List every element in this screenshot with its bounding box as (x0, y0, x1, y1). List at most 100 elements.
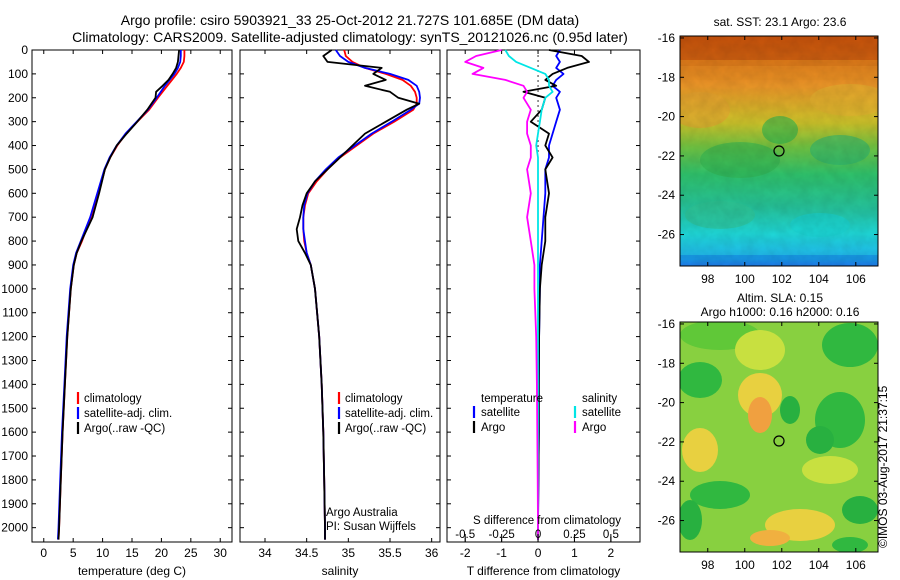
y-tick-label: 500 (8, 162, 28, 176)
legend-label: climatology (84, 393, 142, 405)
sla-map-texture (680, 322, 878, 552)
salinity-panel: 34 34.5 35 35.5 36 salinity climatology satelli… (239, 49, 441, 578)
y-tick-label: 0 (21, 43, 28, 57)
series-line-sal-argo (464, 49, 539, 540)
map-x-tick-label: 104 (809, 272, 829, 286)
x-tick-label: 0 (40, 546, 47, 560)
legend-label: climatology (345, 393, 403, 405)
x2-tick-label: 0.25 (563, 529, 585, 541)
sst-map (680, 36, 878, 266)
sst-map-axes: 98 100 102 104 106 -16 -18 -20 -22 -24 -26 (658, 31, 878, 286)
y-tick-label: 800 (8, 234, 28, 248)
map-y-tick-label: -26 (658, 228, 676, 242)
annotation-text: PI: Susan Wijffels (326, 521, 416, 533)
map-y-tick-label: -18 (658, 356, 676, 370)
series-line-sal-satellite (504, 49, 554, 540)
x-tick-label: 30 (214, 546, 228, 560)
map-x-tick-label: 102 (772, 272, 792, 286)
legend-heading-salinity: salinity (582, 393, 617, 405)
map-x-tick-label: 106 (846, 558, 866, 572)
plot-frame (446, 49, 641, 543)
temperature-panel: 0100200300400500600700800900100011001200… (1, 43, 233, 578)
y-tick-label: 1700 (1, 449, 28, 463)
legend-label: satellite (481, 407, 520, 419)
y-tick-label: 1400 (1, 377, 28, 391)
series-line-argo (295, 49, 421, 540)
sla-argo-marker (773, 435, 785, 447)
x-axis-label: salinity (322, 564, 359, 578)
y-tick-label: 1900 (1, 497, 28, 511)
map-x-tick-label: 98 (701, 272, 715, 286)
x-tick-label: -1 (496, 546, 507, 560)
x-axis-label: temperature (deg C) (78, 564, 186, 578)
x-tick-label: 20 (155, 546, 169, 560)
legend-label: satellite-adj. clim. (345, 408, 433, 420)
legend-heading-temperature: temperature (481, 393, 543, 405)
y-tick-label: 700 (8, 210, 28, 224)
x-tick-label: 34.5 (295, 546, 319, 560)
map-y-tick-label: -16 (658, 317, 676, 331)
x2-tick-label: -0.5 (455, 529, 475, 541)
map-y-tick-label: -18 (658, 70, 676, 84)
x2-tick-label: 0.5 (603, 529, 619, 541)
sst-argo-marker (773, 145, 785, 157)
x-tick-label: 2 (608, 546, 615, 560)
map-x-tick-label: 100 (735, 272, 755, 286)
annotation-text: Argo Australia (326, 507, 398, 519)
x2-tick-label: -0.25 (489, 529, 515, 541)
x-tick-label: 5 (70, 546, 77, 560)
x-tick-label: 35 (342, 546, 356, 560)
y-tick-label: 1500 (1, 401, 28, 415)
sst-map-frame (679, 35, 879, 267)
y-tick-label: 1600 (1, 425, 28, 439)
y-tick-label: 600 (8, 186, 28, 200)
y-tick-label: 1100 (2, 306, 28, 320)
page-title-line2: Climatology: CARS2009. Satellite-adjuste… (72, 29, 628, 45)
y-tick-label: 900 (8, 258, 28, 272)
y-tick-label: 1300 (1, 353, 28, 367)
x-tick-label: 35.5 (378, 546, 402, 560)
legend-label: satellite (582, 407, 621, 419)
legend-label: Argo(..raw -QC) (345, 423, 426, 435)
x-tick-label: -2 (460, 546, 471, 560)
sla-map-subtitle: Argo h1000: 0.16 h2000: 0.16 (700, 305, 860, 319)
map-y-tick-label: -20 (658, 396, 676, 410)
x-tick-label: 15 (125, 546, 139, 560)
x2-tick-label: 0 (535, 529, 541, 541)
difference-panel: -2 -1 0 1 2 T difference from climatology temp… (446, 49, 641, 578)
map-x-tick-label: 100 (735, 558, 755, 572)
sla-map-frame (679, 321, 879, 553)
y-tick-label: 1800 (1, 473, 28, 487)
page-title-line1: Argo profile: csiro 5903921_33 25-Oct-20… (120, 12, 580, 28)
x-tick-label: 10 (96, 546, 110, 560)
map-x-tick-label: 98 (701, 558, 715, 572)
map-y-tick-label: -26 (658, 514, 676, 528)
legend-label: Argo(..raw -QC) (84, 423, 165, 435)
legend-label: Argo (481, 422, 505, 434)
y-tick-label: 100 (8, 67, 28, 81)
y-tick-label: 1000 (1, 282, 28, 296)
y-tick-label: 300 (8, 115, 28, 129)
map-y-tick-label: -22 (658, 435, 676, 449)
series-line-argo (57, 49, 180, 540)
x-tick-label: 34 (258, 546, 272, 560)
map-y-tick-label: -24 (658, 474, 676, 488)
y-tick-label: 2000 (1, 521, 28, 535)
plot-frame (239, 49, 441, 543)
sla-map-title: Altim. SLA: 0.15 (736, 291, 824, 305)
map-x-tick-label: 102 (772, 558, 792, 572)
x-axis-label: T difference from climatology (467, 564, 621, 578)
map-y-tick-label: -20 (658, 110, 676, 124)
y-tick-label: 400 (8, 139, 28, 153)
x-tick-label: 0 (535, 546, 542, 560)
x-tick-label: 25 (184, 546, 198, 560)
map-y-tick-label: -22 (658, 149, 676, 163)
map-y-tick-label: -24 (658, 188, 676, 202)
x-tick-label: 1 (571, 546, 578, 560)
map-x-tick-label: 106 (846, 272, 866, 286)
y-tick-label: 200 (8, 91, 28, 105)
sst-map-title: sat. SST: 23.1 Argo: 23.6 (713, 15, 847, 29)
x-tick-label: 36 (425, 546, 439, 560)
map-y-tick-label: -16 (658, 31, 676, 45)
